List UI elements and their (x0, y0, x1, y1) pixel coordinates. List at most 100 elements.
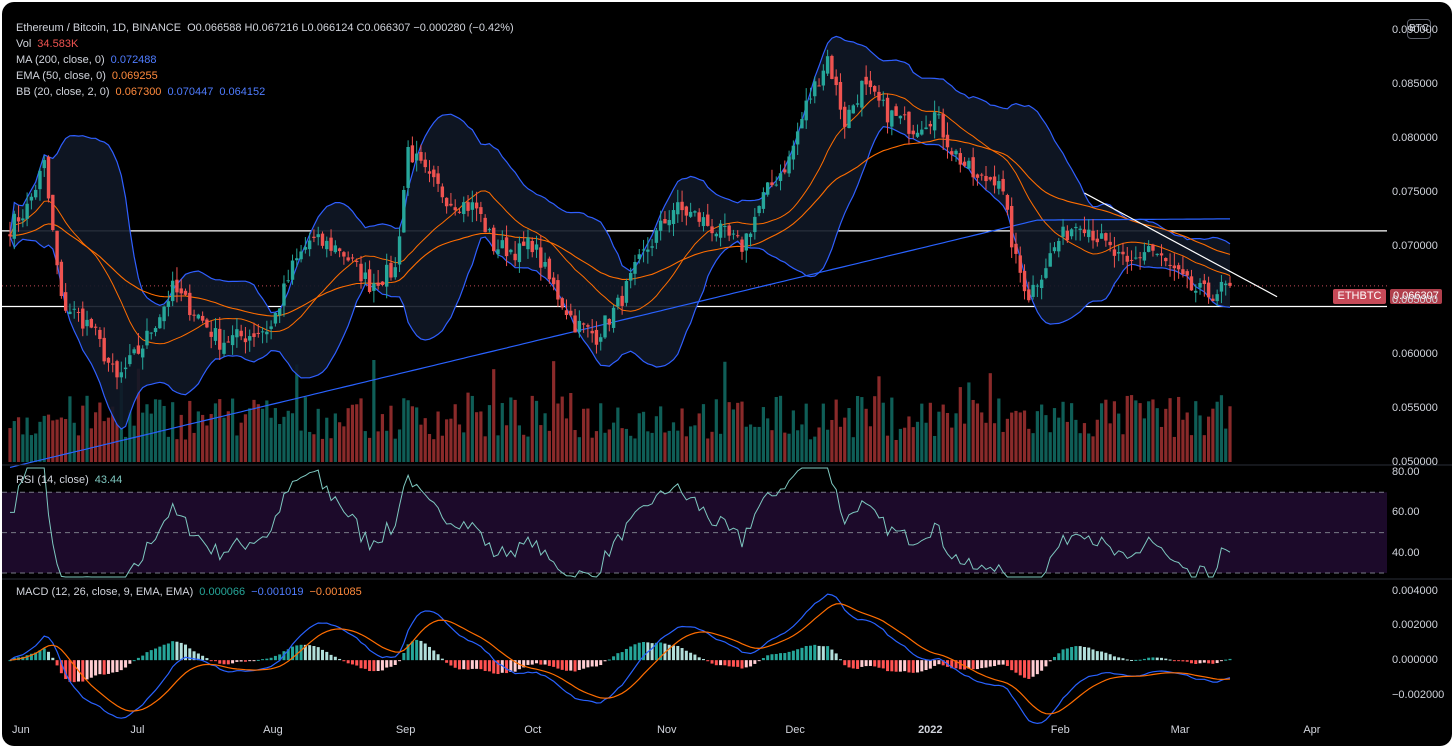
macd-histogram-bar (1147, 657, 1151, 661)
macd-histogram-bar (787, 651, 791, 661)
time-tick-label: 2022 (918, 724, 943, 736)
macd-histogram-bar (1108, 654, 1112, 661)
candle-body (457, 211, 462, 213)
volume-bar (153, 399, 158, 462)
candle-body (980, 174, 984, 176)
candle-body (265, 331, 269, 335)
volume-bar (303, 397, 307, 462)
volume-bar (1027, 428, 1031, 462)
ema-legend[interactable]: EMA (50, close, 0) 0.069255 (16, 70, 164, 83)
candle-body (958, 153, 963, 165)
price-tick-label: 0.070000 (1392, 240, 1438, 252)
macd-legend[interactable]: MACD (12, 26, close, 9, EMA, EMA) 0.00006… (16, 586, 368, 599)
volume-bar (933, 435, 937, 462)
macd-histogram-bar (1202, 660, 1206, 663)
volume-bar (723, 361, 727, 462)
volume-bar (380, 414, 385, 462)
volume-bar (650, 432, 654, 462)
bb-legend[interactable]: BB (20, close, 2, 0) 0.067300 0.070447 0.06… (16, 86, 271, 99)
candle-body (830, 55, 834, 79)
candle-body (393, 267, 397, 278)
macd-histogram-bar (1057, 653, 1061, 661)
volume-bar (522, 434, 526, 462)
candle-body (971, 157, 975, 178)
bollinger-band-fill (10, 36, 1230, 430)
macd-histogram-bar (963, 660, 967, 670)
macd-histogram-bar (620, 652, 624, 661)
rsi-tick-label: 80.00 (1392, 466, 1420, 479)
macd-histogram-bar (1082, 646, 1086, 661)
macd-histogram-bar (530, 660, 534, 665)
candle-body (633, 261, 637, 274)
macd-histogram-bar (64, 660, 68, 680)
macd-hist-value: −0.001085 (309, 586, 362, 598)
macd-histogram-bar (188, 648, 192, 661)
macd-histogram-bar (535, 660, 539, 664)
volume-bar (569, 392, 573, 462)
volume-bar (748, 424, 753, 462)
volume-bar (573, 430, 577, 462)
vol-legend[interactable]: Vol 34.583K (16, 38, 84, 51)
macd-histogram-bar (1228, 658, 1232, 661)
macd-histogram-bar (68, 660, 72, 682)
macd-histogram-bar (1078, 646, 1082, 661)
volume-bar (496, 435, 500, 462)
volume-bar (457, 424, 462, 462)
macd-histogram-bar (145, 652, 149, 661)
macd-histogram-bar (402, 652, 406, 661)
volume-bar (740, 401, 744, 462)
macd-histogram-bar (119, 660, 123, 671)
candle-body (1005, 195, 1010, 210)
volume-bar (890, 397, 894, 462)
macd-histogram-bar (1160, 657, 1164, 661)
candle-body (1035, 285, 1040, 287)
volume-bar (76, 435, 81, 462)
volume-bar (937, 411, 941, 462)
candle-body (1044, 268, 1048, 278)
candle-body (389, 262, 393, 278)
candle-body (821, 70, 826, 86)
currency-button[interactable]: BTC (1407, 19, 1431, 39)
candle-body (843, 106, 847, 127)
rsi-legend[interactable]: RSI (14, close) 43.44 (16, 474, 128, 487)
symbol-legend[interactable]: Ethereum / Bitcoin, 1D, BINANCE O0.066588… (16, 22, 520, 35)
macd-histogram-bar (1215, 660, 1219, 664)
candle-body (941, 114, 945, 138)
ma-legend[interactable]: MA (200, close, 0) 0.072488 (16, 54, 163, 67)
macd-histogram-bar (607, 659, 611, 661)
volume-bar (470, 395, 474, 462)
volume-bar (355, 404, 359, 462)
candle-body (1074, 226, 1078, 229)
macd-histogram-bar (543, 660, 547, 665)
candle-body (624, 281, 629, 303)
macd-histogram-bar (115, 660, 119, 673)
volume-bar (641, 411, 646, 462)
volume-bar (753, 426, 757, 462)
macd-histogram-bar (466, 660, 470, 670)
volume-bar (1104, 399, 1108, 462)
candle-body (753, 216, 757, 233)
volume-bar (128, 410, 132, 462)
symbol-title: Ethereum / Bitcoin, 1D, BINANCE (16, 22, 182, 34)
price-tick-label: 0.080000 (1392, 132, 1438, 144)
volume-bar (474, 412, 479, 462)
macd-histogram-bar (269, 657, 273, 661)
candle-body (380, 281, 385, 285)
candle-body (192, 314, 196, 316)
volume-bar (881, 402, 885, 462)
macd-histogram-bar (907, 660, 911, 673)
macd-histogram-bar (1014, 660, 1018, 673)
macd-histogram-bar (453, 660, 457, 668)
volume-bar (877, 376, 881, 462)
volume-bar (800, 424, 804, 462)
candle-body (235, 329, 239, 338)
volume-bar (517, 425, 522, 462)
volume-bar (907, 416, 911, 462)
volume-bar (945, 413, 950, 462)
volume-bar (132, 425, 136, 462)
macd-histogram-bar (436, 654, 440, 661)
candle-body (153, 328, 158, 333)
macd-histogram-bar (838, 659, 842, 661)
